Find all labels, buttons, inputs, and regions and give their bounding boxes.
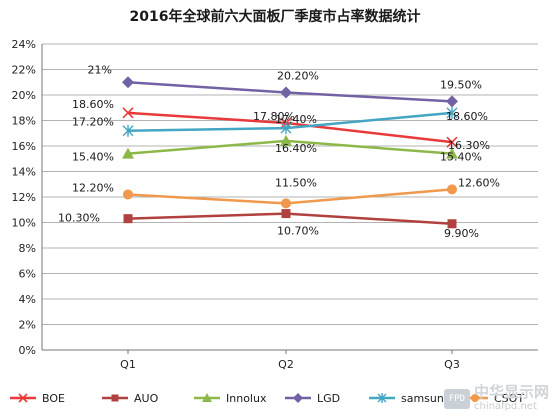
legend-label: CSOT xyxy=(494,392,524,405)
data-label: 18.60% xyxy=(446,110,488,123)
legend-item-innolux: Innolux xyxy=(194,392,267,405)
data-point xyxy=(446,106,458,119)
legend-marker xyxy=(111,394,119,402)
data-label: 9.90% xyxy=(444,227,479,240)
y-tick-label: 0% xyxy=(19,344,36,357)
y-tick-label: 18% xyxy=(12,115,36,128)
data-point xyxy=(122,147,134,159)
data-label: 16.30% xyxy=(448,139,490,152)
data-point xyxy=(122,107,134,119)
x-tick-label: Q2 xyxy=(278,358,294,371)
data-label: 15.40% xyxy=(72,151,114,164)
legend-label: Innolux xyxy=(226,392,267,405)
data-label: 16.40% xyxy=(275,142,317,155)
chart-title: 2016年全球前六大面板厂季度市占率数据统计 xyxy=(130,8,421,25)
data-label: 12.60% xyxy=(458,176,500,189)
legend-label: AUO xyxy=(134,392,159,405)
data-label: 18.60% xyxy=(72,98,114,111)
data-point xyxy=(446,136,458,148)
data-label: 10.70% xyxy=(277,225,319,238)
series-auo xyxy=(123,209,457,229)
series-innolux xyxy=(122,134,458,159)
data-label: 10.30% xyxy=(58,212,100,225)
legend-marker xyxy=(202,393,212,402)
data-point xyxy=(281,209,291,219)
data-label: 21% xyxy=(88,63,112,76)
legend-label: BOE xyxy=(42,392,65,405)
x-tick-label: Q3 xyxy=(444,358,460,371)
series-csot xyxy=(123,184,457,209)
data-point xyxy=(122,124,134,137)
watermark-url: chinafpd.net xyxy=(473,401,537,412)
data-label: 20.20% xyxy=(277,69,319,82)
y-tick-label: 16% xyxy=(12,140,36,153)
data-label: 17.40% xyxy=(275,113,317,126)
data-label: 11.50% xyxy=(275,176,317,189)
y-tick-label: 24% xyxy=(12,38,36,51)
data-point xyxy=(123,214,133,224)
y-tick-label: 10% xyxy=(12,217,36,230)
data-label: 15.40% xyxy=(440,151,482,164)
legend-label: samsung xyxy=(401,392,451,405)
data-point xyxy=(446,95,458,108)
legend-item-lgd: LGD xyxy=(285,392,340,405)
data-point xyxy=(447,219,457,229)
y-tick-label: 20% xyxy=(12,89,36,102)
data-point xyxy=(447,184,457,195)
legend-marker xyxy=(377,393,387,403)
y-tick-label: 2% xyxy=(19,319,36,332)
legend-marker xyxy=(293,393,303,403)
y-tick-label: 6% xyxy=(19,268,36,281)
data-label: 17.20% xyxy=(72,116,114,129)
watermark: FPD 中华显示网 chinafpd.net xyxy=(443,383,549,412)
data-point xyxy=(280,122,292,135)
series-lgd xyxy=(122,76,458,108)
data-label: 17.80% xyxy=(253,110,295,123)
data-point xyxy=(122,76,134,89)
data-point xyxy=(281,198,291,209)
legend-marker xyxy=(471,394,479,402)
y-tick-label: 14% xyxy=(12,166,36,179)
legend-marker xyxy=(18,393,28,403)
legend-item-boe: BOE xyxy=(10,392,65,405)
legend-item-samsung: samsung xyxy=(369,392,451,405)
legend-item-auo: AUO xyxy=(102,392,159,405)
x-tick-label: Q1 xyxy=(120,358,136,371)
data-label: 19.50% xyxy=(440,78,482,91)
y-tick-label: 22% xyxy=(12,64,36,77)
data-point xyxy=(280,86,292,99)
y-tick-label: 12% xyxy=(12,191,36,204)
watermark-name: 中华显示网 xyxy=(473,383,549,401)
watermark-badge: FPD xyxy=(443,388,470,409)
data-point xyxy=(446,147,458,159)
data-point xyxy=(280,134,292,146)
legend-label: LGD xyxy=(317,392,340,405)
y-tick-label: 4% xyxy=(19,293,36,306)
y-tick-label: 8% xyxy=(19,242,36,255)
series-samsung xyxy=(122,106,458,137)
data-label: 12.20% xyxy=(72,181,114,194)
data-point xyxy=(123,189,133,200)
